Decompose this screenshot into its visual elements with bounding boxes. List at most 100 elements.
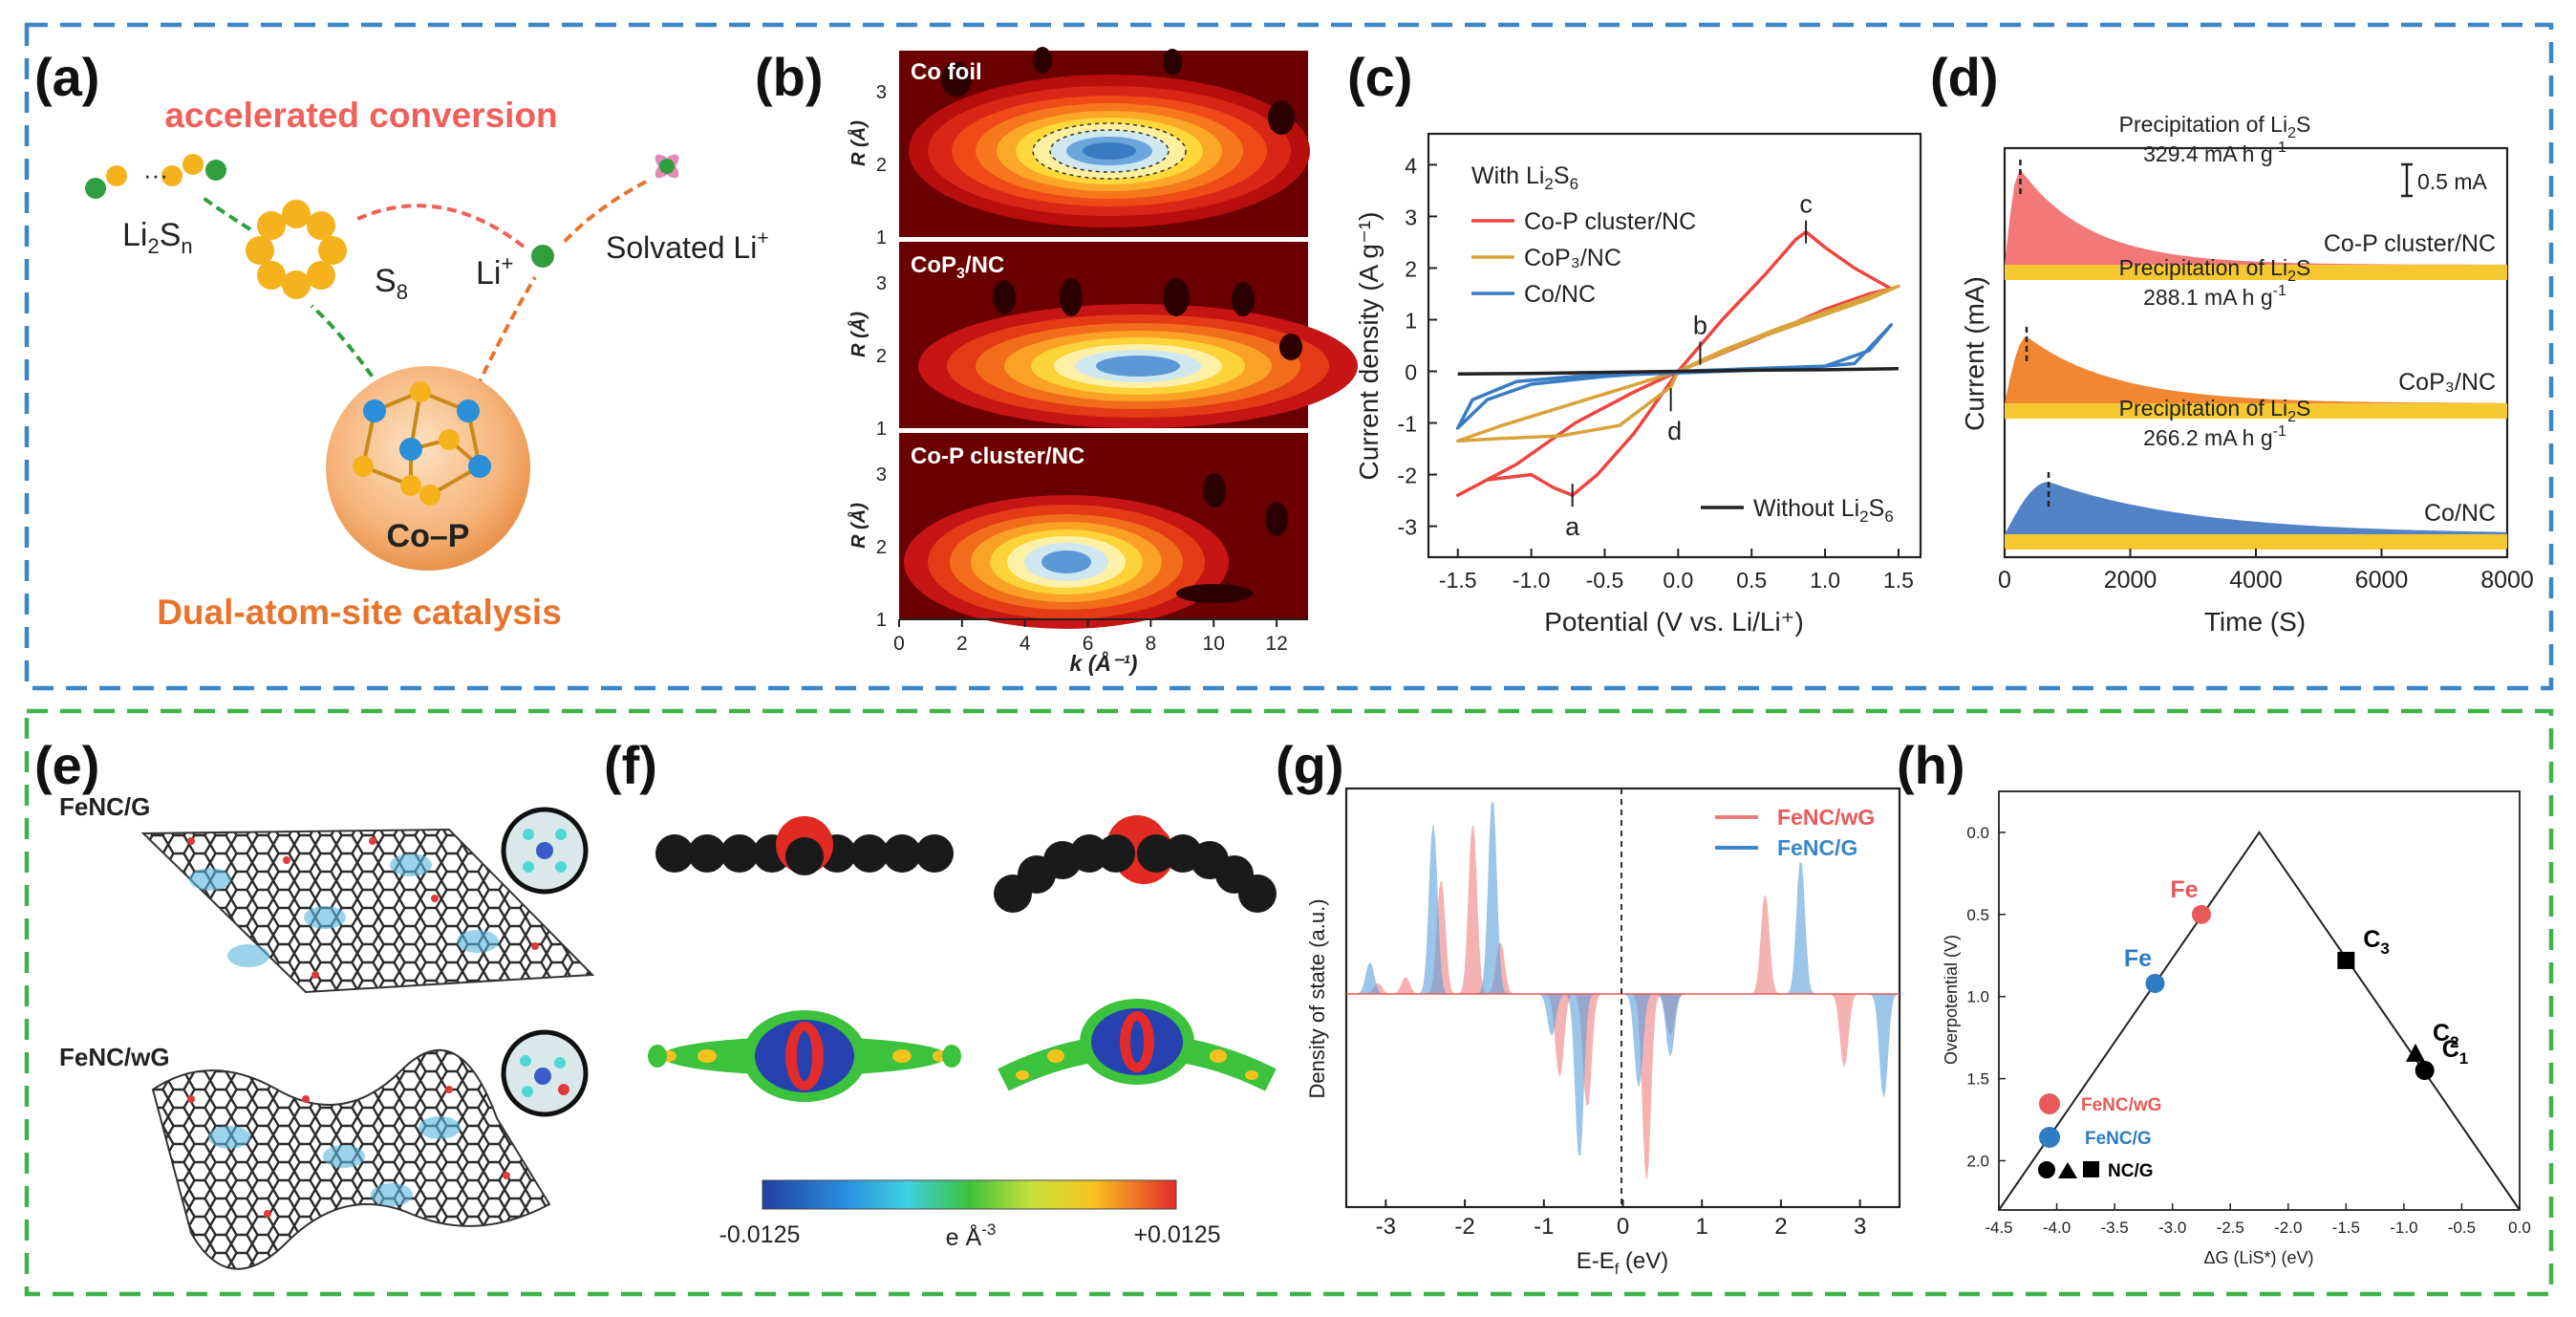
fe-sites-flat: [189, 853, 499, 967]
b-ytick-label: 2: [876, 537, 887, 558]
d-series-name: Co-P cluster/NC: [2324, 230, 2496, 257]
c-xtick-label: -1.5: [1439, 568, 1477, 593]
label-c: (c): [1347, 47, 1412, 107]
h-xtick-label: -2.5: [2217, 1219, 2244, 1237]
panel-e: FeNC/G FeNC/wG: [59, 792, 595, 1270]
solvated-li-icon: [655, 154, 679, 179]
d-xtick-label: 0: [1998, 567, 2011, 594]
panel-g-ylabel: Density of state (a.u.): [1305, 898, 1329, 1098]
legend-c-3: Co/NC: [1524, 281, 1596, 308]
frame-bottom: [24, 708, 2554, 1297]
b-ytick-label: 3: [876, 464, 887, 486]
b-ytick-label: 1: [876, 419, 887, 440]
b-ytick-label: 3: [876, 273, 887, 294]
wt-label-cop-cluster: Co-P cluster/NC: [911, 443, 1084, 469]
h-point: [2415, 1061, 2435, 1080]
panel-d: 0 2000 4000 6000 8000 Time (S) Current (mA) …: [1960, 112, 2534, 637]
b-xtick-label: 6: [1083, 633, 1094, 655]
h-point: [2145, 973, 2165, 993]
b-ylabel: R (Å): [847, 120, 869, 166]
wt-label-cop3: CoP3/NC: [911, 252, 1004, 282]
c-ytick-label: 0: [1405, 360, 1417, 385]
c-ytick-label: -1: [1398, 412, 1417, 437]
d-precip-capacity: 329.4 mA h g-1: [2143, 140, 2286, 166]
panel-f: -0.0125 +0.0125 e Å-3: [648, 815, 1277, 1251]
g-xtick-label: 1: [1696, 1214, 1708, 1240]
b-xtick-label: 8: [1146, 633, 1157, 655]
c-ytick-label: 4: [1405, 153, 1417, 178]
legend-h-3: NC/G: [2108, 1161, 2154, 1181]
b-xtick-label: 0: [893, 633, 905, 655]
h-ytick-label: 2.0: [1966, 1152, 1989, 1170]
h-xtick-label: -0.5: [2448, 1219, 2476, 1237]
g-xtick-label: 3: [1854, 1214, 1866, 1240]
b-ytick-label: 1: [876, 610, 887, 631]
panel-c-ylabel: Current density (A g⁻¹): [1354, 212, 1384, 481]
label-d: (d): [1930, 47, 1999, 107]
label-g: (g): [1276, 735, 1344, 795]
h-xtick-label: 0.0: [2508, 1219, 2531, 1237]
g-xtick-label: -1: [1534, 1214, 1554, 1240]
wt-label-co-foil: Co foil: [911, 59, 982, 85]
panel-g-legend: FeNC/wG FeNC/G: [1715, 805, 1875, 860]
arrow-solvated-to-li: [560, 180, 647, 247]
h-point-label: C3: [2363, 926, 2390, 958]
li-plus-label: Li+: [476, 251, 513, 291]
frame-top: [24, 22, 2554, 691]
h-ytick-label: 0.5: [1966, 906, 1989, 924]
cop-label: Co–P: [387, 518, 470, 554]
li2sn-ball: [106, 165, 127, 186]
c-annotation-label: b: [1693, 312, 1707, 340]
li2sn-ball: [161, 165, 182, 186]
h-point-label: C2: [2433, 1020, 2459, 1051]
d-xtick-label: 4000: [2229, 567, 2283, 594]
panel-d-ylabel: Current (mA): [1960, 276, 1989, 431]
d-series-name: CoP₃/NC: [2398, 369, 2496, 396]
colorbar: [762, 1179, 1177, 1210]
h-xtick-label: -4.5: [1985, 1219, 2012, 1237]
charge-density-curved: [998, 999, 1277, 1091]
b-xtick-label: 2: [956, 633, 968, 655]
solvated-li-label: Solvated Li+: [606, 227, 769, 265]
c-series-line: [1455, 229, 1894, 497]
panel-h-ylabel: Overpotential (V): [1942, 935, 1961, 1065]
h-xtick-label: -1.5: [2332, 1219, 2360, 1237]
panel-c-title: With Li2S6: [1471, 162, 1578, 193]
colorbar-min: -0.0125: [719, 1221, 801, 1248]
panel-c-axes-frame: [1427, 132, 1922, 559]
wt-map-co-foil: Co foil: [899, 47, 1310, 237]
d-xtick-label: 6000: [2355, 567, 2409, 594]
panel-d-xlabel: Time (S): [2204, 607, 2306, 637]
hydroxyl-groups-flat: [187, 837, 539, 979]
zoom-inset-wavy: [501, 1029, 589, 1117]
scalebar: 0.5 mA: [2401, 162, 2488, 198]
panel-h-xlabel: ΔG (LiS*) (eV): [2203, 1248, 2313, 1267]
h-point: [2337, 951, 2355, 969]
h-point-label: Fe: [2170, 876, 2198, 903]
scalebar-label: 0.5 mA: [2417, 169, 2488, 194]
c-annotation-label: c: [1799, 190, 1813, 219]
dual-atom-label: Dual-atom-site catalysis: [157, 593, 562, 632]
c-xtick-label: -0.5: [1586, 568, 1624, 593]
panel-b: Co foil CoP3/NC: [847, 47, 1358, 676]
legend-h-2: FeNC/G: [2085, 1129, 2152, 1149]
accelerated-conversion: accelerated conversion: [164, 96, 557, 135]
legend-g-2: FeNC/G: [1777, 835, 1857, 860]
fe-sites-wavy: [208, 1116, 461, 1206]
d-precip-title: Precipitation of Li2S: [2119, 255, 2311, 285]
h-ytick-label: 1.0: [1966, 988, 1989, 1006]
arrow-li-to-s8: [354, 204, 526, 248]
d-precip-capacity: 266.2 mA h g-1: [2143, 423, 2286, 450]
b-xtick-label: 10: [1203, 633, 1225, 655]
g-dos-area: [1346, 825, 1900, 1179]
h-ytick-label: 1.5: [1966, 1070, 1989, 1089]
c-xtick-label: 1.0: [1810, 568, 1840, 593]
charge-density-flat: [648, 1010, 961, 1102]
colorbar-unit: e Å-3: [946, 1220, 997, 1251]
legend-c-4: Without Li2S6: [1753, 495, 1894, 526]
panel-a: accelerated conversion ··· Li2Sn S8 Li+ …: [85, 96, 769, 632]
c-xtick-label: 0.0: [1663, 568, 1693, 593]
zoom-inset-flat: [501, 807, 589, 895]
side-view-flat-center: [776, 816, 833, 875]
colorbar-max: +0.0125: [1133, 1221, 1220, 1248]
